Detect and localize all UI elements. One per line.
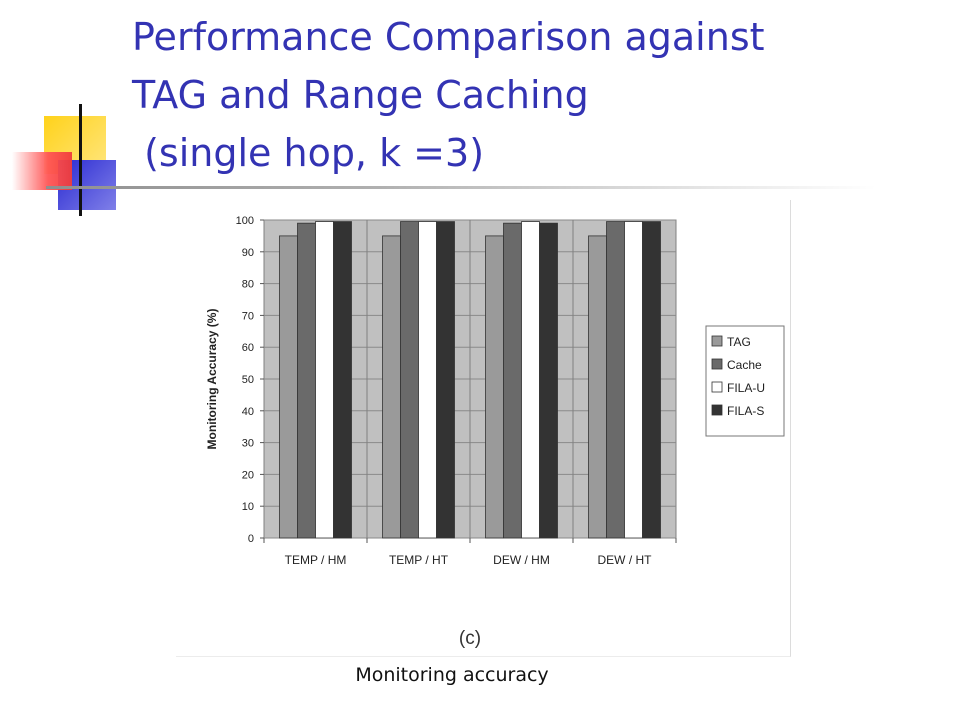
bar-tag	[485, 235, 504, 539]
bar-cache	[503, 222, 522, 539]
title-underline	[46, 186, 876, 189]
subfigure-label: (c)	[459, 628, 481, 649]
legend-swatch	[711, 335, 723, 347]
bar-fila-s	[436, 221, 455, 539]
legend-label: TAG	[727, 335, 751, 349]
y-tick-label: 100	[236, 215, 254, 227]
bar-chart: 0 10 20 30 40 50 60 70 80 90 100 TEMP / HM TEMP / HT…	[205, 215, 785, 649]
y-tick-label: 50	[242, 374, 254, 386]
bar-cache	[297, 222, 316, 539]
y-tick-label: 10	[242, 501, 254, 513]
slide-title-line-2: TAG and Range Caching	[132, 73, 589, 117]
y-axis-label: Monitoring Accuracy (%)	[205, 309, 219, 450]
chart-figure: 0 10 20 30 40 50 60 70 80 90 100 TEMP / HM TEMP / HT…	[176, 200, 791, 657]
y-tick-label: 90	[242, 247, 254, 259]
bar-cache	[606, 221, 625, 539]
y-tick-label: 40	[242, 406, 254, 418]
y-tick-label: 20	[242, 469, 254, 481]
bar-tag	[382, 235, 401, 539]
legend-label: FILA-S	[727, 404, 764, 418]
bar-tag	[279, 235, 298, 539]
bar-fila-u	[315, 221, 334, 539]
x-tick-label: TEMP / HM	[285, 553, 347, 567]
legend-swatch	[711, 358, 723, 370]
bar-fila-s	[642, 221, 661, 539]
y-tick-label: 60	[242, 342, 254, 354]
bar-fila-s	[333, 221, 352, 539]
y-tick-label: 80	[242, 279, 254, 291]
bar-tag	[588, 235, 607, 539]
figure-caption: Monitoring accuracy	[355, 664, 549, 686]
x-tick-label: DEW / HM	[493, 553, 550, 567]
y-tick-label: 30	[242, 438, 254, 450]
legend-swatch	[711, 404, 723, 416]
slide-title-line-1: Performance Comparison against	[132, 15, 765, 59]
slide-title: Performance Comparison against TAG and R…	[132, 8, 932, 182]
bar-fila-u	[418, 221, 437, 539]
decor-vertical-line	[79, 104, 82, 216]
legend-label: Cache	[727, 358, 762, 372]
x-tick-label: DEW / HT	[598, 553, 653, 567]
slide-title-line-3: (single hop, k =3)	[132, 131, 485, 175]
legend-swatch	[711, 381, 723, 393]
y-tick-label: 0	[248, 533, 254, 545]
decor-red-square	[12, 152, 72, 190]
bar-fila-u	[521, 221, 540, 539]
bar-fila-u	[624, 221, 643, 539]
x-tick-label: TEMP / HT	[389, 553, 449, 567]
bar-fila-s	[539, 222, 558, 539]
y-tick-label: 70	[242, 310, 254, 322]
bar-cache	[400, 221, 419, 539]
legend-label: FILA-U	[727, 381, 765, 395]
